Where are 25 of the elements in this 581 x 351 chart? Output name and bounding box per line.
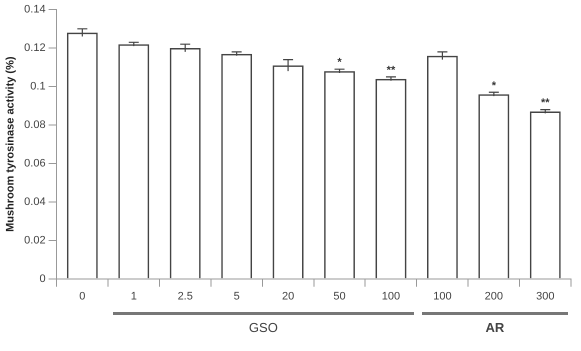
text: GSO xyxy=(248,320,279,335)
y-tick-label: 0.1 xyxy=(30,80,46,93)
text: AR xyxy=(484,320,506,335)
x-tick-label: 300 xyxy=(536,290,554,302)
y-tick-label: 0.04 xyxy=(24,196,46,208)
x-tick-label: 2.5 xyxy=(178,290,193,302)
y-tick-label: 0.08 xyxy=(24,119,46,132)
y-tick-label: 0 xyxy=(39,272,46,285)
x-tick-label: 200 xyxy=(484,290,504,302)
x-tick-label: 5 xyxy=(234,290,240,302)
x-tick-label: 50 xyxy=(333,290,346,302)
x-tick-label: 20 xyxy=(282,290,294,302)
x-tick-label: 0 xyxy=(79,290,86,302)
y-tick-label: 0.06 xyxy=(24,157,46,170)
data-label: * xyxy=(337,56,342,69)
data-label: ** xyxy=(386,64,396,76)
y-tick-label: 0.02 xyxy=(24,234,46,246)
x-tick-label: 100 xyxy=(433,290,452,302)
x-tick-label: 1 xyxy=(130,290,137,302)
x-tick-label: 100 xyxy=(382,290,400,302)
data-label: ** xyxy=(541,97,550,110)
y-tick-label: 0.14 xyxy=(24,4,46,16)
data-label: * xyxy=(492,80,497,92)
y-axis-title: Mushroom tyrosinase activity (%) xyxy=(4,56,17,232)
y-tick-label: 0.12 xyxy=(24,42,46,54)
